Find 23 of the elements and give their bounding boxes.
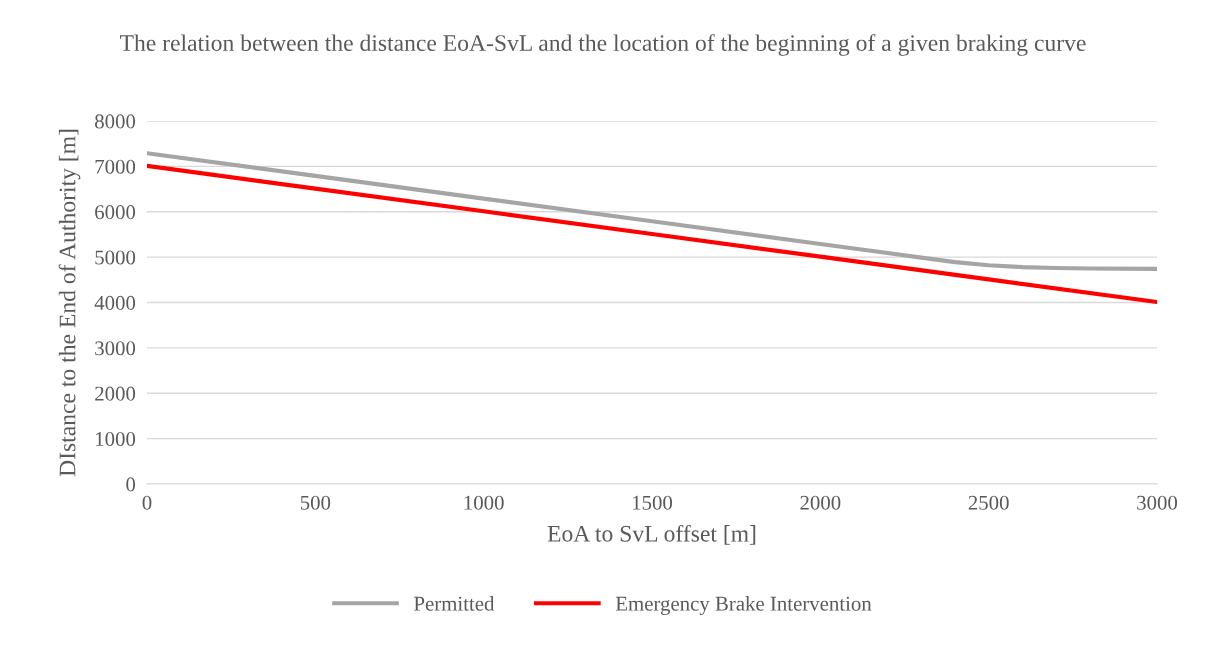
y-tick-label: 6000 xyxy=(95,205,136,220)
x-tick-label: 1500 xyxy=(633,495,673,510)
y-tick-label: 4000 xyxy=(94,295,136,310)
x-tick-label: 2000 xyxy=(800,495,841,510)
y-tick-label: 5000 xyxy=(95,250,136,265)
x-tick-label: 3000 xyxy=(1137,495,1178,510)
x-tick-label: 1000 xyxy=(464,495,504,510)
y-tick-label: 7000 xyxy=(95,159,136,174)
line-series xyxy=(147,151,1157,272)
y-tick-label: 0 xyxy=(126,477,136,492)
x-tick-label: 500 xyxy=(300,495,331,510)
chart-title: The relation between the distance EoA-SvL and the location of the beginning of a given braking curve xyxy=(120,34,1086,56)
y-axis-title: DIstance to the End of Authority [m] xyxy=(58,129,81,477)
y-tick-label: 8000 xyxy=(95,114,136,129)
x-axis-title: EoA to SvL offset [m] xyxy=(547,524,756,545)
y-tick-label: 1000 xyxy=(96,432,136,447)
x-tick-label: 0 xyxy=(142,495,152,510)
x-tick-label: 2500 xyxy=(968,495,1009,510)
legend-label: Permitted xyxy=(414,596,495,611)
line-series xyxy=(147,163,1157,305)
legend-label: Emergency Brake Intervention xyxy=(615,596,872,615)
y-tick-label: 2000 xyxy=(95,386,136,401)
y-tick-label: 3000 xyxy=(95,341,136,356)
